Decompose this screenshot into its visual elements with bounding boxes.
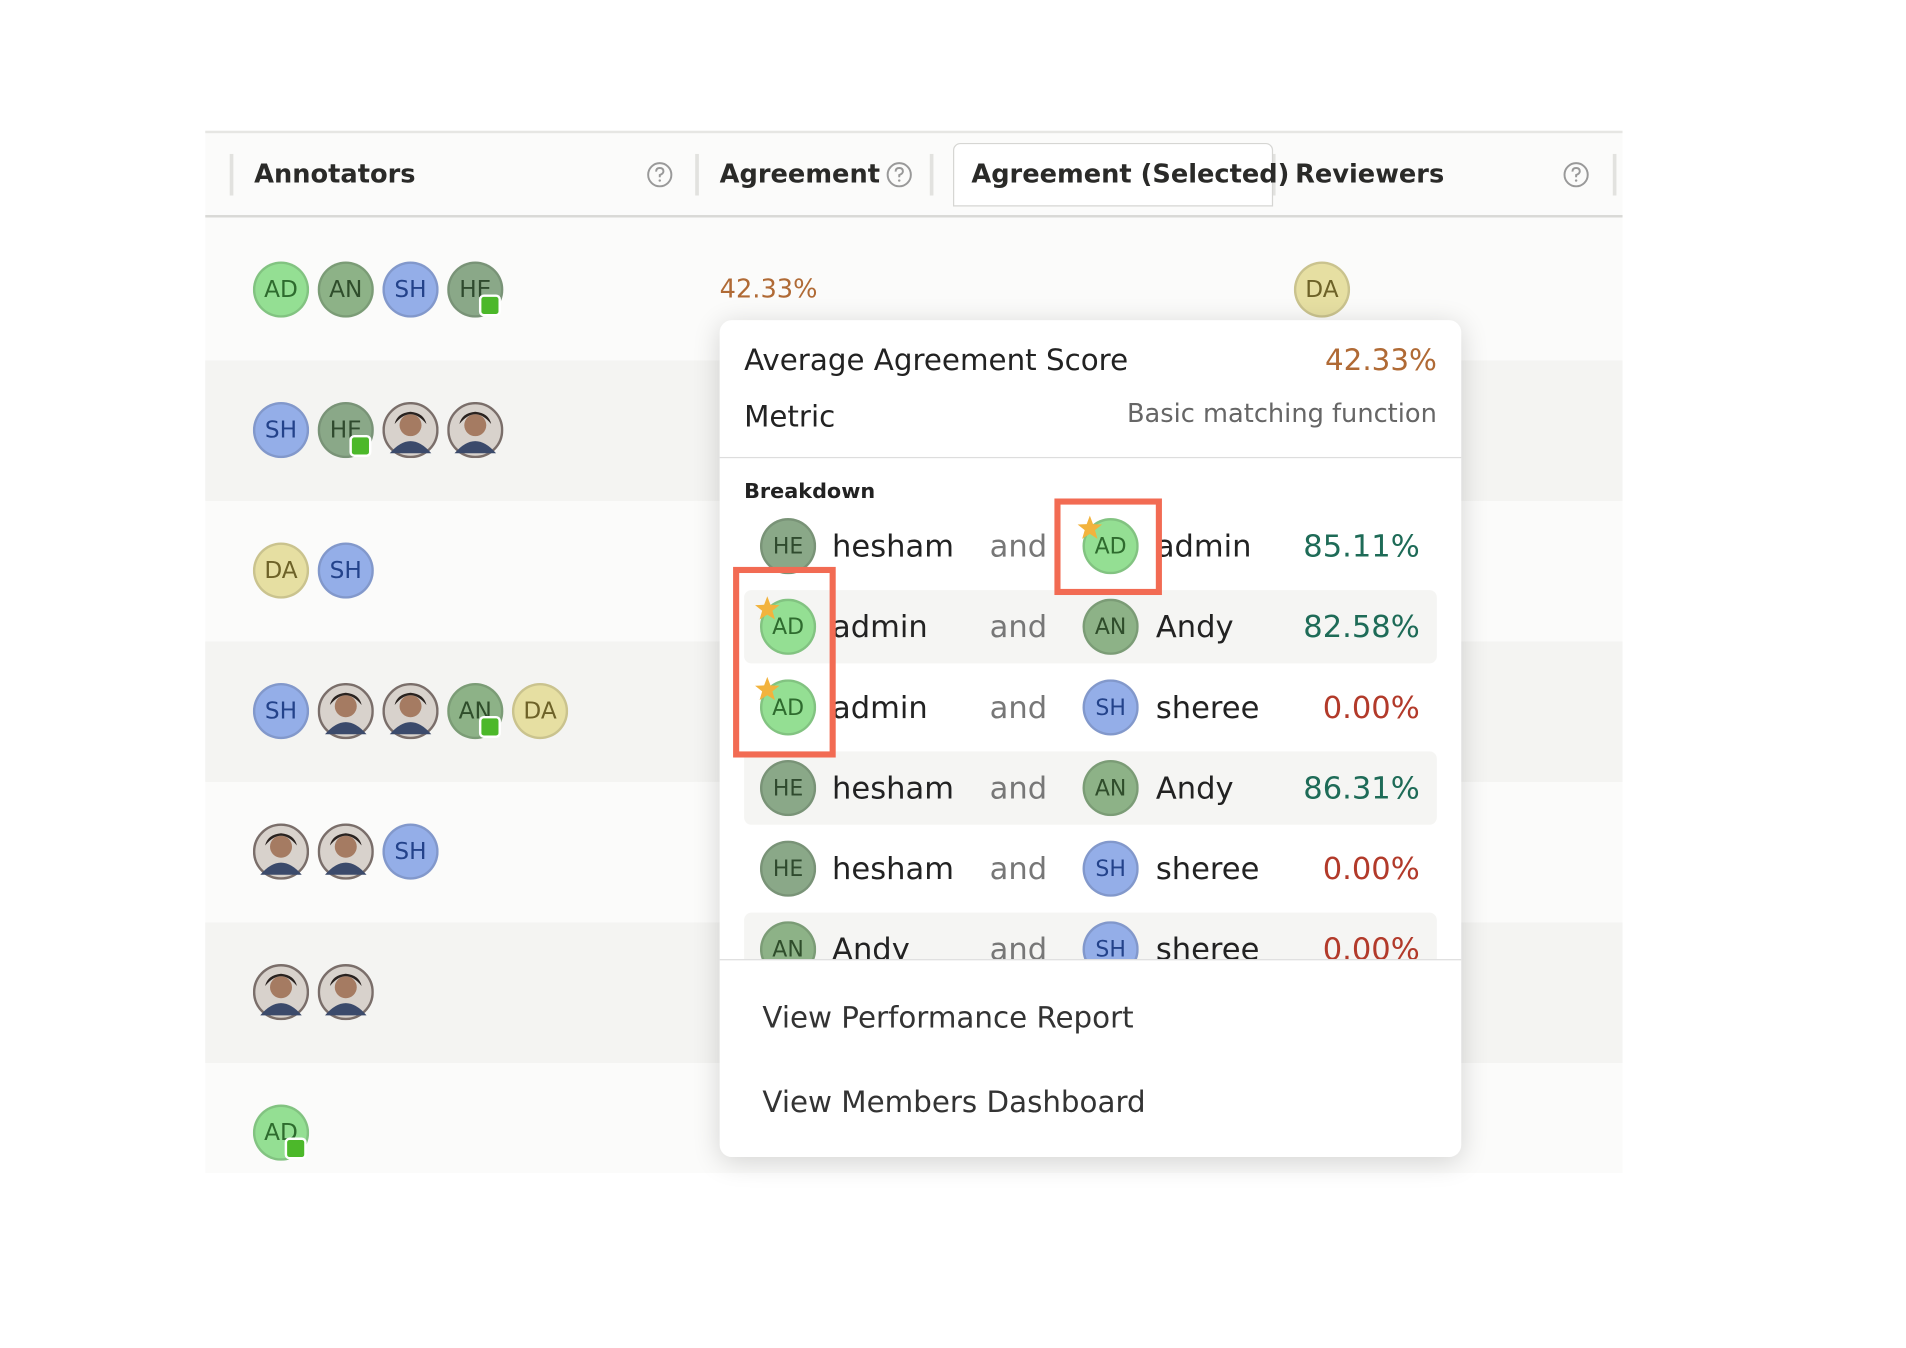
member-name: Andy <box>1155 609 1234 645</box>
avatar: AN <box>317 261 374 318</box>
member-name: admin <box>832 609 928 645</box>
avatar: AN <box>1082 598 1139 655</box>
avatar: SH <box>1082 840 1139 897</box>
member-name: sheree <box>1155 931 1260 960</box>
avatar: SH <box>1082 921 1139 960</box>
divider <box>719 456 1462 459</box>
avatar: SH <box>317 542 374 599</box>
avatar: SH <box>382 823 439 880</box>
avatar: DA <box>1293 261 1351 318</box>
avatar: SH <box>252 682 310 740</box>
check-badge <box>478 294 501 317</box>
avatar: SH <box>252 401 310 459</box>
joiner: and <box>989 609 1048 645</box>
check-badge <box>284 1137 307 1160</box>
highlight-box <box>733 566 836 758</box>
popover <box>719 320 1462 1158</box>
avatar: HE <box>759 518 817 575</box>
joiner: and <box>989 770 1048 806</box>
divider <box>719 959 1462 961</box>
avatar-photo <box>252 964 310 1021</box>
avatar: SH <box>382 261 439 318</box>
avatar: HE <box>759 759 817 817</box>
column-header[interactable]: Annotators <box>254 159 416 189</box>
column-header[interactable]: Agreement (Selected) <box>971 159 1290 189</box>
joiner: and <box>989 689 1048 726</box>
help-icon <box>647 162 673 188</box>
menu-action[interactable]: View Members Dashboard <box>762 1084 1146 1120</box>
joiner: and <box>989 850 1048 887</box>
check-badge <box>478 715 501 738</box>
member-name: hesham <box>832 850 954 887</box>
member-name: hesham <box>832 528 954 564</box>
member-name: admin <box>1155 528 1252 564</box>
pair-score: 82.58% <box>1303 609 1420 645</box>
selected-header <box>953 142 1274 207</box>
breakdown-list: HE hesham AD admin and 85.11% AD admin AN Andy and… <box>744 515 1437 960</box>
column-separator <box>1271 153 1276 196</box>
joiner: and <box>989 528 1048 564</box>
header-divider <box>205 215 1623 218</box>
highlight-box <box>1054 498 1162 596</box>
column-header[interactable]: Reviewers <box>1295 159 1445 189</box>
breakdown-label: Breakdown <box>744 479 876 504</box>
pair-score: 86.31% <box>1303 770 1420 806</box>
member-name: admin <box>832 689 928 726</box>
agreement: 42.33% <box>719 274 818 304</box>
avatar-photo <box>317 682 374 740</box>
joiner: and <box>989 931 1048 960</box>
avatar-photo <box>317 964 374 1021</box>
avatar: HE <box>759 840 817 897</box>
check-badge <box>349 434 372 457</box>
member-name: hesham <box>832 770 954 806</box>
help-icon <box>1563 162 1589 188</box>
column-header[interactable]: Agreement <box>719 159 881 189</box>
member-name: sheree <box>1155 689 1260 726</box>
avatar-photo <box>447 401 504 459</box>
pair-score: 0.00% <box>1322 689 1420 726</box>
popover-score: 42.33% <box>1325 343 1437 378</box>
column-separator <box>1612 153 1617 196</box>
avatar-photo <box>382 401 439 459</box>
column-separator <box>695 153 699 196</box>
avatar: AD <box>252 261 310 318</box>
avatar-photo <box>382 682 439 740</box>
avatar-photo <box>252 823 310 880</box>
avatar-photo <box>317 823 374 880</box>
metric-value: Basic matching function <box>1126 398 1437 429</box>
star-icon <box>755 676 780 701</box>
avatar: AN <box>759 921 817 960</box>
avatar: AN <box>1082 759 1139 817</box>
avatar: DA <box>511 682 569 740</box>
pair-score: 0.00% <box>1322 850 1420 887</box>
star-icon <box>755 596 780 620</box>
column-separator <box>929 153 934 196</box>
pair-score: 0.00% <box>1322 931 1420 960</box>
avatar: DA <box>252 542 310 599</box>
member-name: sheree <box>1155 850 1260 887</box>
column-separator <box>229 153 234 196</box>
metric-label: Metric <box>744 399 836 434</box>
avatar: SH <box>1082 679 1139 736</box>
member-name: Andy <box>832 931 910 960</box>
pair-score: 85.11% <box>1303 528 1420 564</box>
star-icon <box>1077 515 1103 539</box>
popover-title: Average Agreement Score <box>744 343 1129 378</box>
menu-action[interactable]: View Performance Report <box>762 1000 1134 1035</box>
help-icon <box>886 162 912 188</box>
member-name: Andy <box>1155 770 1234 806</box>
